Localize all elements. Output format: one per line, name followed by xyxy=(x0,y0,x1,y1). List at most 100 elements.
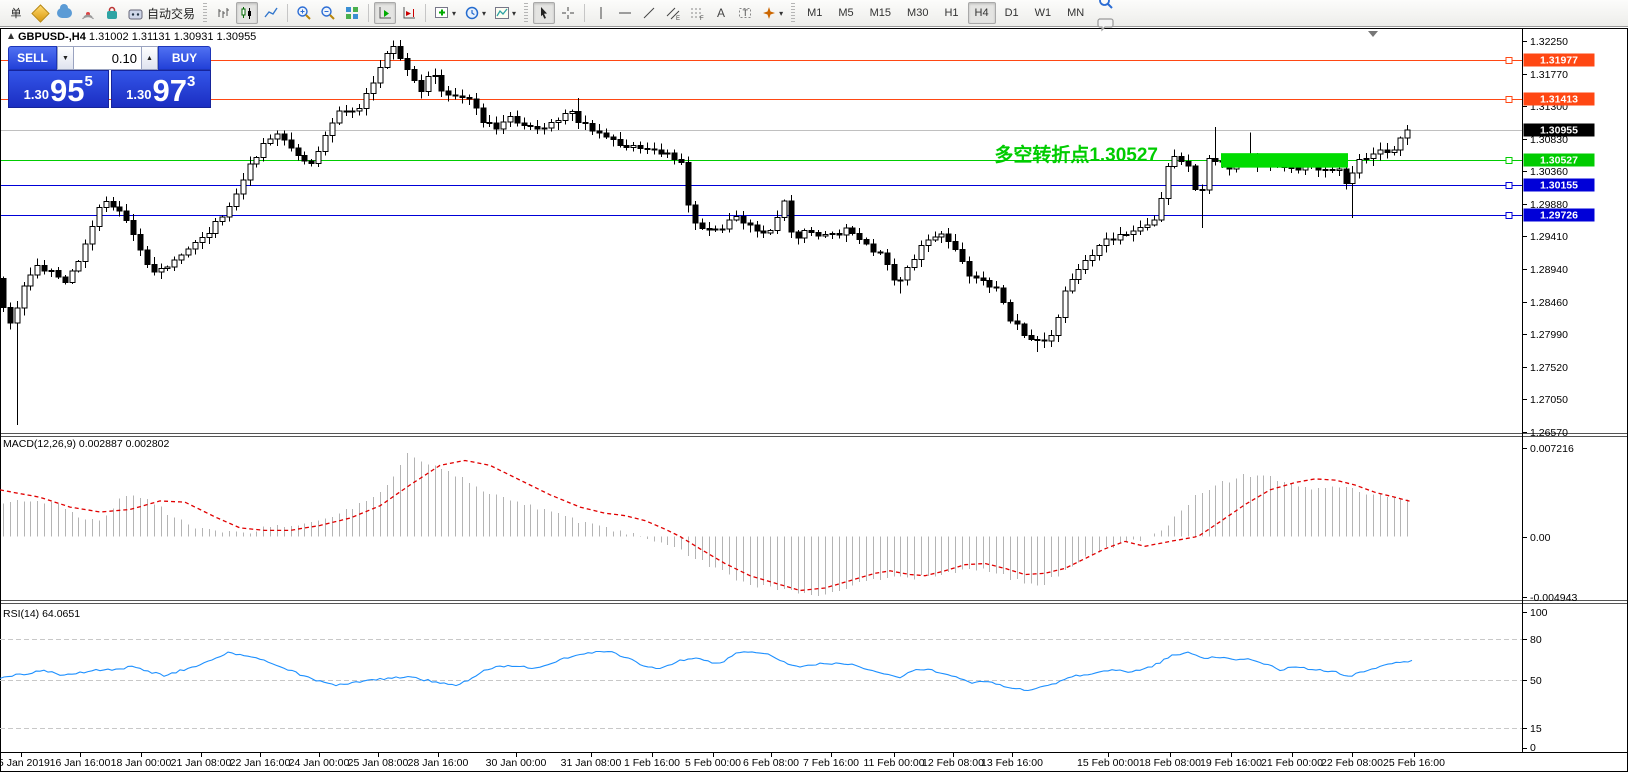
candle-body xyxy=(1404,129,1411,139)
candle-body xyxy=(219,216,226,222)
indicators-button[interactable]: ▾ xyxy=(431,2,459,24)
templates-button[interactable]: ▾ xyxy=(491,2,519,24)
new-order-button[interactable]: 单 xyxy=(5,2,27,24)
trendline-button[interactable] xyxy=(638,2,660,24)
sell-price-box[interactable]: 1.30 95 5 xyxy=(8,70,109,108)
candle-body xyxy=(555,119,562,124)
candle-body xyxy=(425,75,432,92)
candle-body xyxy=(795,231,802,239)
candle-body xyxy=(699,222,706,229)
timeframe-H1[interactable]: H1 xyxy=(944,7,959,19)
autotrading-button[interactable]: 自动交易 xyxy=(125,2,198,24)
line-handle[interactable] xyxy=(1505,212,1513,219)
metaeditor-button[interactable] xyxy=(29,2,51,24)
volume-decrease-button[interactable]: ▼ xyxy=(57,46,74,70)
highlight-box[interactable] xyxy=(1221,153,1348,168)
panel-collapse-arrow[interactable] xyxy=(8,33,14,39)
macd-label: MACD(12,26,9) 0.002887 0.002802 xyxy=(3,438,170,450)
candlestick-chart-button[interactable] xyxy=(236,2,259,24)
bar-chart-icon xyxy=(218,8,230,18)
timeframe-D1[interactable]: D1 xyxy=(1004,7,1019,19)
timeframe-M1[interactable]: M1 xyxy=(807,7,823,19)
buy-price-box[interactable]: 1.30 97 3 xyxy=(110,70,211,108)
candle-body xyxy=(192,242,199,250)
candle-body xyxy=(295,147,302,156)
zoom-out-button[interactable] xyxy=(317,2,339,24)
candle-body xyxy=(1363,158,1370,161)
candle-body xyxy=(1295,167,1302,171)
time-tick-label: 31 Jan 08:00 xyxy=(561,757,622,769)
fibonacci-button[interactable]: F xyxy=(686,2,708,24)
time-tick-label: 13 Feb 16:00 xyxy=(981,757,1043,769)
sell-button[interactable]: SELL xyxy=(8,46,57,70)
arrows-dropdown-arrow[interactable]: ▾ xyxy=(779,8,784,18)
chart-shift-button[interactable] xyxy=(398,2,420,24)
candle-body xyxy=(164,266,171,269)
volume-input[interactable] xyxy=(74,46,141,70)
candle-body xyxy=(904,267,911,281)
line-handle[interactable] xyxy=(1505,96,1513,103)
candle-body xyxy=(774,216,781,231)
candle-body xyxy=(199,236,206,244)
text-button[interactable]: A xyxy=(710,2,732,24)
rsi-axis-label: 15 xyxy=(1530,723,1542,735)
time-tick-label: 22 Jan 16:00 xyxy=(230,757,291,769)
mql5-community-button[interactable] xyxy=(53,2,75,24)
line-chart-button[interactable] xyxy=(260,2,282,24)
text-label-button[interactable]: T xyxy=(734,2,756,24)
candle-body xyxy=(1192,165,1199,191)
tile-windows-button[interactable] xyxy=(341,2,363,24)
candle-body xyxy=(548,122,555,129)
candle-body xyxy=(226,205,233,218)
indicators-dropdown-arrow[interactable]: ▾ xyxy=(452,8,457,18)
signals-button[interactable] xyxy=(77,2,99,24)
candle-body xyxy=(932,236,939,241)
price-badge-label: 1.30155 xyxy=(1540,180,1578,192)
candle-body xyxy=(480,107,487,123)
line-handle[interactable] xyxy=(1505,157,1513,164)
zoom-in-button[interactable] xyxy=(293,2,315,24)
crosshair-button[interactable] xyxy=(557,2,579,24)
candle-body xyxy=(322,134,329,152)
line-handle[interactable] xyxy=(1505,57,1513,64)
chart-shift-marker[interactable] xyxy=(1368,31,1378,37)
market-button[interactable] xyxy=(101,2,123,24)
arrows-button[interactable]: ▾ xyxy=(758,2,786,24)
timeframe-M5[interactable]: M5 xyxy=(838,7,854,19)
candle-body xyxy=(349,110,356,113)
time-tick-label: 5 Feb 00:00 xyxy=(685,757,741,769)
vertical-line-icon xyxy=(600,7,602,19)
volume-increase-button[interactable]: ▲ xyxy=(141,46,158,70)
bar-chart-button[interactable] xyxy=(212,2,234,24)
price-axis[interactable]: 1.322501.317701.313001.308301.303601.298… xyxy=(1522,36,1595,439)
cursor-button[interactable] xyxy=(533,2,556,24)
candle-body xyxy=(247,163,254,181)
candle-body xyxy=(1137,227,1144,232)
timeframe-M15[interactable]: M15 xyxy=(869,7,892,19)
timeframe-M30[interactable]: M30 xyxy=(907,7,929,19)
auto-scroll-button[interactable] xyxy=(374,2,397,24)
templates-dropdown-arrow[interactable]: ▾ xyxy=(512,8,517,18)
vertical-line-button[interactable] xyxy=(590,2,612,24)
text-icon: A xyxy=(717,6,726,20)
chat-button[interactable] xyxy=(1093,13,1119,35)
timeframe-MN[interactable]: MN xyxy=(1067,7,1085,19)
candle-body xyxy=(856,233,863,241)
periods-dropdown-arrow[interactable]: ▾ xyxy=(482,8,487,18)
periods-button[interactable]: ▾ xyxy=(461,2,489,24)
time-tick-label: 7 Feb 16:00 xyxy=(803,757,859,769)
equidistant-channel-button[interactable]: E xyxy=(662,2,684,24)
buy-button[interactable]: BUY xyxy=(158,46,211,70)
line-handle[interactable] xyxy=(1505,182,1513,189)
horizontal-line-button[interactable] xyxy=(614,2,636,24)
candle-body xyxy=(89,225,96,245)
timeframe-W1[interactable]: W1 xyxy=(1034,7,1052,19)
candle-body xyxy=(788,200,795,233)
timeframe-H4[interactable]: H4 xyxy=(967,2,996,24)
candle-body xyxy=(1212,158,1219,163)
candle-body xyxy=(144,249,151,265)
search-button[interactable] xyxy=(1093,0,1119,13)
candle-body xyxy=(685,162,692,206)
trendline-icon xyxy=(643,7,655,19)
